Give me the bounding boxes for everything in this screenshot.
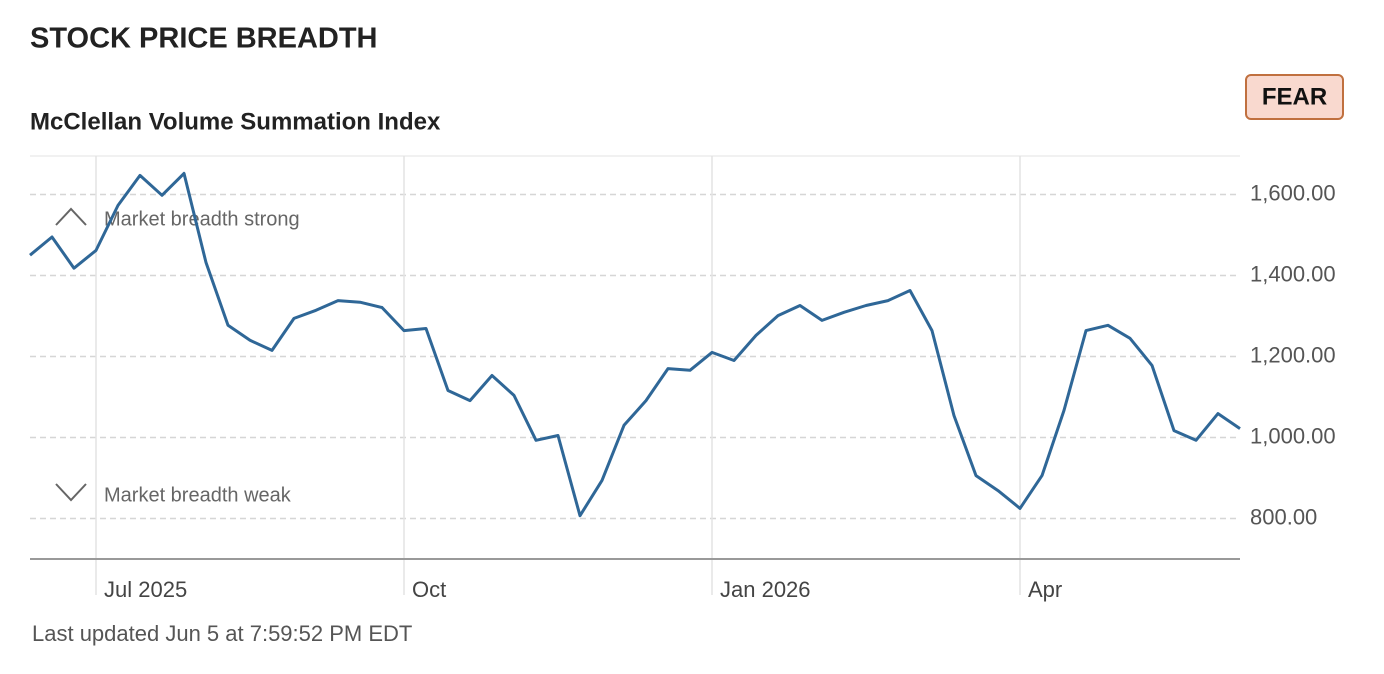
x-tick-label: Oct — [412, 577, 446, 602]
y-tick-label: 1,200.00 — [1250, 342, 1336, 367]
chart-subtitle: McClellan Volume Summation Index — [30, 108, 441, 135]
y-tick-label: 800.00 — [1250, 504, 1317, 529]
x-tick-label: Apr — [1028, 577, 1062, 602]
data-line — [29, 171, 1241, 518]
grid — [30, 156, 1240, 595]
annotation: Market breadth weak — [104, 484, 292, 506]
y-tick-label: 1,000.00 — [1250, 423, 1336, 448]
x-tick-label: Jan 2026 — [720, 577, 811, 602]
badge-box — [1245, 74, 1344, 120]
down-chevron — [55, 483, 87, 502]
chart-title: STOCK PRICE BREADTH — [30, 23, 378, 55]
plot — [29, 171, 1241, 518]
x-tick-label: Jul 2025 — [104, 577, 187, 602]
up-chevron — [55, 207, 87, 226]
sentiment-badge: FEAR — [1262, 83, 1327, 110]
y-tick-label: 1,400.00 — [1250, 261, 1336, 286]
y-tick-label: 1,600.00 — [1250, 180, 1336, 205]
footnote: Last updated Jun 5 at 7:59:52 PM EDT — [32, 621, 412, 646]
annotation: Market breadth strong — [104, 208, 300, 230]
